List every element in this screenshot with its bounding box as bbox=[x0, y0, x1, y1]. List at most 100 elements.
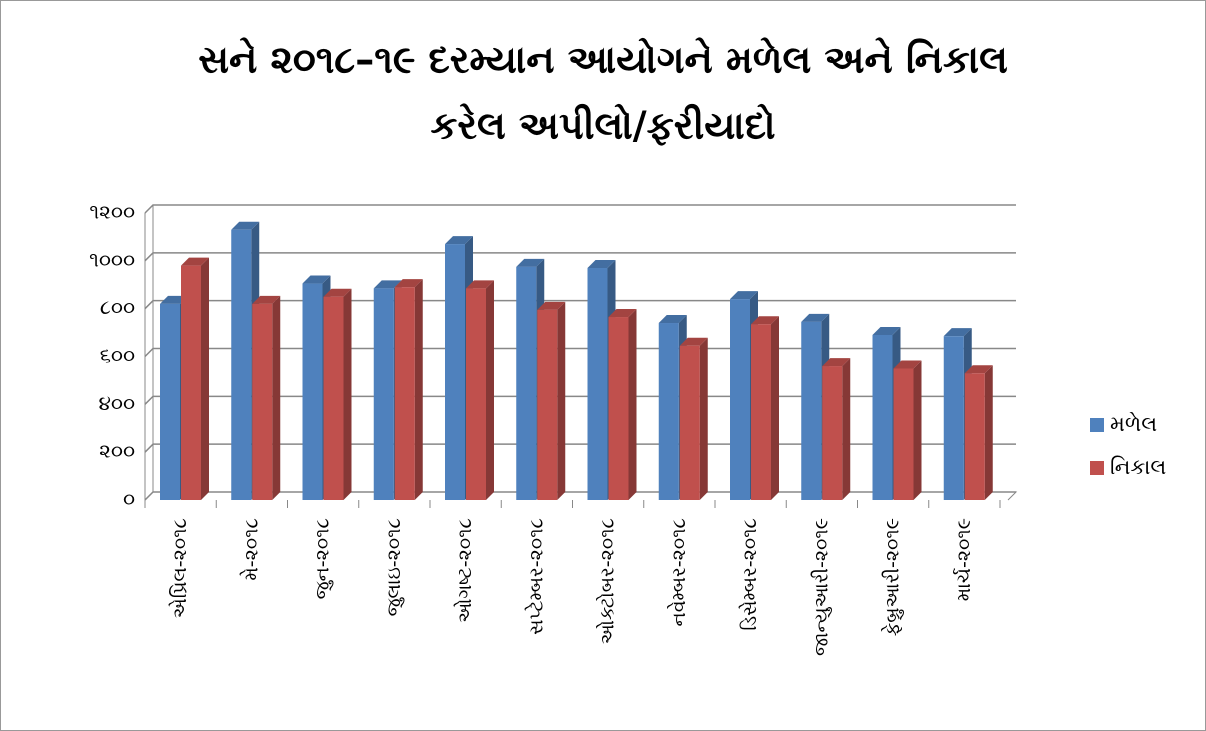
grid-line bbox=[144, 204, 1016, 214]
bar bbox=[537, 301, 566, 500]
bar-front bbox=[658, 323, 679, 500]
bar-side bbox=[272, 295, 281, 500]
chart-title: કરેલ અપીલો/ફરીયાદો bbox=[431, 102, 776, 147]
bar-front bbox=[323, 296, 344, 500]
y-tick-label: ૧૦૦૦ bbox=[89, 247, 135, 271]
bar bbox=[323, 288, 352, 500]
bar-side bbox=[343, 288, 352, 500]
bar-top bbox=[252, 295, 281, 304]
bar-front bbox=[394, 287, 415, 500]
y-tick-label: ૪૦૦ bbox=[99, 391, 135, 415]
x-tick-label: ડિસેમ્બર-૨૦૧૮ bbox=[739, 518, 761, 631]
y-tick-label: ૬૦૦ bbox=[100, 343, 135, 367]
x-tick-label: ઓક્ટોબર-૨૦૧૮ bbox=[597, 518, 619, 644]
chart-title: સને ૨૦૧૮–૧૯ દરમ્યાન આયોગને મળેલ અને નિકા… bbox=[198, 36, 1008, 81]
bar-top bbox=[445, 236, 473, 245]
x-tick-label: મે-૨૦૧૮ bbox=[240, 518, 262, 581]
bar-top bbox=[373, 280, 402, 289]
bar-side bbox=[984, 365, 993, 500]
bar-top bbox=[751, 316, 779, 325]
bar bbox=[466, 280, 494, 500]
bar-top bbox=[658, 315, 687, 324]
bar-front bbox=[943, 336, 964, 500]
bar-front bbox=[252, 303, 273, 500]
bar-front bbox=[608, 317, 629, 500]
grid-line bbox=[144, 347, 1016, 358]
x-tick-label: સપ્ટેમ્બર-૨૦૧૮ bbox=[525, 518, 547, 635]
bar-top bbox=[587, 260, 616, 269]
bar-top bbox=[302, 275, 331, 284]
bar bbox=[893, 360, 922, 500]
bar-front bbox=[679, 345, 700, 500]
y-tick-label: ૦ bbox=[123, 487, 135, 511]
bar-top bbox=[679, 337, 708, 346]
x-tick-label: નવેમ્બર-૨૦૧૮ bbox=[668, 518, 690, 626]
bar-top bbox=[466, 280, 494, 289]
x-tick-label: જુલાઇ-૨૦૧૮ bbox=[383, 518, 405, 616]
bar-top bbox=[608, 309, 637, 318]
bar-front bbox=[466, 288, 486, 500]
bar-front bbox=[231, 229, 252, 500]
bar-top bbox=[943, 328, 972, 337]
x-tick-label: એપ્રિલ-૨૦૧૮ bbox=[169, 518, 191, 618]
grid-line bbox=[144, 299, 1016, 310]
bar-top bbox=[394, 279, 423, 288]
bar-top bbox=[537, 301, 566, 310]
bar bbox=[964, 365, 993, 500]
bar-front bbox=[537, 309, 558, 500]
x-tick-label: માર્ચ-૨૦૧૯ bbox=[953, 518, 975, 601]
bar-side bbox=[771, 316, 779, 500]
bar-side bbox=[414, 279, 423, 500]
bar-front bbox=[751, 324, 771, 500]
bar-front bbox=[181, 265, 201, 500]
bar-front bbox=[872, 334, 893, 500]
legend-swatch bbox=[1090, 418, 1104, 432]
bar-top bbox=[822, 358, 851, 367]
grid-line bbox=[144, 395, 1016, 405]
grid-line bbox=[144, 252, 1016, 262]
bar-front bbox=[893, 368, 914, 500]
bar-side bbox=[557, 301, 566, 500]
x-tick-label: ફેબ્રુઆરી-૨૦૧૯ bbox=[881, 518, 903, 636]
bar bbox=[608, 309, 637, 500]
bar-top bbox=[181, 257, 209, 266]
x-tick-label: ઓગષ્ટ-૨૦૧૮ bbox=[454, 518, 476, 623]
bar-front bbox=[516, 266, 537, 500]
grid-line bbox=[144, 443, 1016, 453]
bar-top bbox=[231, 221, 260, 230]
bar-side bbox=[842, 358, 851, 500]
bar bbox=[181, 257, 209, 500]
bar-top bbox=[730, 291, 758, 300]
legend-label: નિકાલ bbox=[1110, 455, 1166, 479]
bar-top bbox=[323, 288, 352, 297]
bar-front bbox=[964, 373, 985, 500]
bar-top bbox=[893, 360, 922, 369]
bar-top bbox=[872, 326, 901, 335]
bar bbox=[394, 279, 423, 500]
y-tick-label: ૨૦૦ bbox=[99, 439, 135, 463]
legend-swatch bbox=[1090, 461, 1104, 475]
bar-top bbox=[516, 258, 545, 267]
bar bbox=[822, 358, 851, 500]
bar-front bbox=[373, 288, 394, 500]
bar-front bbox=[822, 366, 843, 500]
y-tick-label: ૮૦૦ bbox=[100, 295, 135, 319]
bar-top bbox=[801, 313, 830, 322]
bar-side bbox=[628, 309, 637, 500]
x-tick-label: જુન-૨૦૧૮ bbox=[312, 518, 334, 599]
bar bbox=[679, 337, 708, 500]
bar bbox=[751, 316, 779, 500]
bar-front bbox=[587, 268, 608, 500]
x-tick-label: જાન્યુઆરી-૨૦૧૯ bbox=[810, 518, 832, 656]
y-tick-label: ૧૨૦૦ bbox=[89, 200, 135, 224]
bar-side bbox=[913, 360, 922, 500]
bar bbox=[252, 295, 281, 500]
bar-front bbox=[445, 244, 465, 500]
bar-top bbox=[964, 365, 993, 374]
bar-front bbox=[801, 321, 822, 500]
grid-line bbox=[144, 491, 1016, 501]
bar-side bbox=[486, 280, 494, 500]
bar-side bbox=[699, 337, 708, 500]
bar-front bbox=[730, 299, 750, 500]
